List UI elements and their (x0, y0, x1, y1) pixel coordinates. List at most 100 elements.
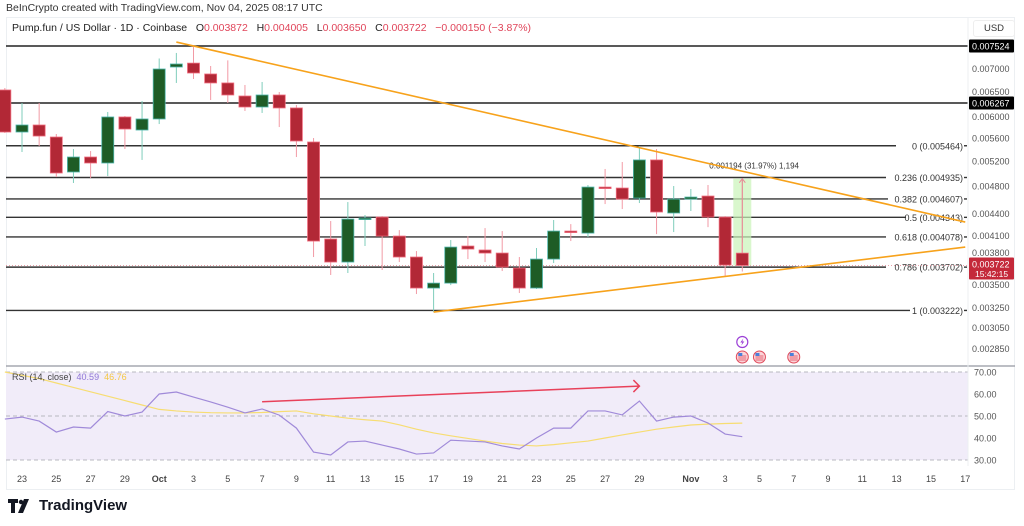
candle-2025-09-28 (101, 111, 115, 177)
candle-2025-10-02 (169, 52, 183, 83)
time-axis-label: 23 (17, 474, 27, 484)
candle-2025-09-26 (67, 149, 80, 183)
symbol-name[interactable]: Pump.fun / US Dollar · 1D · Coinbase (12, 22, 188, 34)
candle-2025-10-03 (187, 45, 200, 80)
candle-body (461, 245, 475, 250)
candle-body (598, 186, 612, 189)
candle-2025-10-28 (615, 161, 629, 210)
time-axis-label: 17 (429, 474, 439, 484)
candle-body (49, 136, 63, 174)
rsi-line (4, 391, 743, 456)
level-badge-text: 0.007524 (972, 42, 1010, 52)
candle-2025-10-08 (272, 91, 286, 128)
time-axis-label: 15 (394, 474, 404, 484)
candle-body (118, 116, 132, 130)
candle-body (204, 73, 218, 84)
time-axis-label: 7 (791, 474, 796, 484)
candle-body (135, 118, 149, 131)
flag-canton (755, 353, 760, 356)
rsi-axis-label: 70.00 (974, 368, 997, 378)
candle-2025-09-29 (118, 116, 132, 150)
price-axis-label: 0.005200 (972, 157, 1010, 167)
measure-arrow-head (738, 177, 746, 184)
candle-2025-10-24 (547, 220, 561, 264)
last-price-value: 0.003722 (972, 259, 1010, 269)
candle-2025-10-04 (204, 65, 218, 101)
lightning-icon[interactable] (736, 335, 749, 349)
time-axis-label: 27 (600, 474, 610, 484)
currency-button[interactable]: USD (973, 20, 1015, 37)
chart-credit: BeInCrypto created with TradingView.com,… (6, 2, 323, 14)
candle-body (495, 252, 509, 268)
price-axis-label: 0.006000 (972, 112, 1010, 122)
open-label: O (195, 22, 205, 34)
price-axis-label: 0.003800 (972, 248, 1010, 258)
time-axis-label: 15 (926, 474, 936, 484)
tradingview-logo[interactable]: TradingView (8, 497, 127, 514)
candle-body (718, 216, 732, 266)
us-flag-icon[interactable] (752, 350, 766, 364)
candle-body (84, 156, 97, 164)
candle-2025-11-04 (735, 242, 749, 272)
candle-body (581, 186, 595, 234)
price-axis-label: 0.002850 (972, 344, 1010, 354)
candle-body (221, 82, 235, 96)
rsi-title[interactable]: RSI (14, close) (12, 372, 72, 382)
candle-2025-09-22 (0, 87, 12, 134)
flag-canton (738, 353, 743, 356)
candle-2025-09-30 (135, 101, 149, 160)
candle-2025-10-31 (667, 186, 681, 233)
chart-frame (6, 17, 1015, 490)
candle-body (375, 216, 389, 237)
fib-level-label: 0.618 (0.004078) (894, 232, 963, 242)
time-axis-label: 9 (826, 474, 831, 484)
candle-body (32, 124, 46, 137)
candle-body (547, 230, 561, 260)
candle-body (444, 246, 458, 284)
time-axis-label: 5 (757, 474, 762, 484)
time-axis-label: 3 (723, 474, 728, 484)
us-flag-icon[interactable] (735, 350, 749, 364)
time-axis-label: 11 (326, 474, 335, 484)
candle-2025-10-10 (307, 138, 320, 258)
fib-level-label: 0.786 (0.003702) (894, 263, 963, 273)
trendline (433, 246, 966, 313)
candle-2025-11-03 (718, 216, 732, 277)
price-axis-label: 0.003500 (972, 280, 1010, 290)
time-axis-label: 13 (892, 474, 902, 484)
candle-body (187, 62, 200, 74)
candle-body (152, 68, 166, 120)
last-price-badge (969, 257, 1014, 280)
candle-2025-10-20 (478, 228, 492, 263)
candle-body (735, 252, 749, 266)
time-axis-label: 5 (225, 474, 230, 484)
time-axis-label: 25 (51, 474, 61, 484)
candle-body (324, 238, 338, 263)
price-axis-label: 0.005600 (972, 134, 1010, 144)
candle-2025-11-02 (701, 185, 715, 228)
time-axis-label: 23 (531, 474, 541, 484)
candle-body (512, 267, 526, 289)
rsi-band-background (6, 372, 968, 460)
candle-2025-10-27 (598, 168, 612, 205)
candle-body (15, 124, 29, 133)
rsi-ma-value: 46.76 (104, 372, 127, 382)
rsi-ma-line (4, 371, 743, 447)
candle-2025-10-22 (512, 257, 526, 294)
us-flag-icon[interactable] (787, 350, 801, 364)
divergence-arrow (262, 385, 640, 403)
candle-body (289, 107, 303, 142)
lightning-glyph (740, 338, 745, 346)
level-badge-text: 0.006267 (972, 98, 1010, 108)
candle-2025-10-06 (238, 84, 252, 111)
candle-body (0, 89, 12, 133)
price-axis-label: 0.006500 (972, 87, 1010, 97)
flag-circle (735, 350, 749, 364)
candle-2025-10-29 (633, 146, 646, 204)
candle-2025-11-01 (684, 189, 698, 212)
rsi-axis-label: 40.00 (974, 434, 997, 444)
time-axis-label: 29 (120, 474, 130, 484)
candle-2025-10-21 (495, 231, 509, 272)
high-label: H (256, 22, 265, 34)
